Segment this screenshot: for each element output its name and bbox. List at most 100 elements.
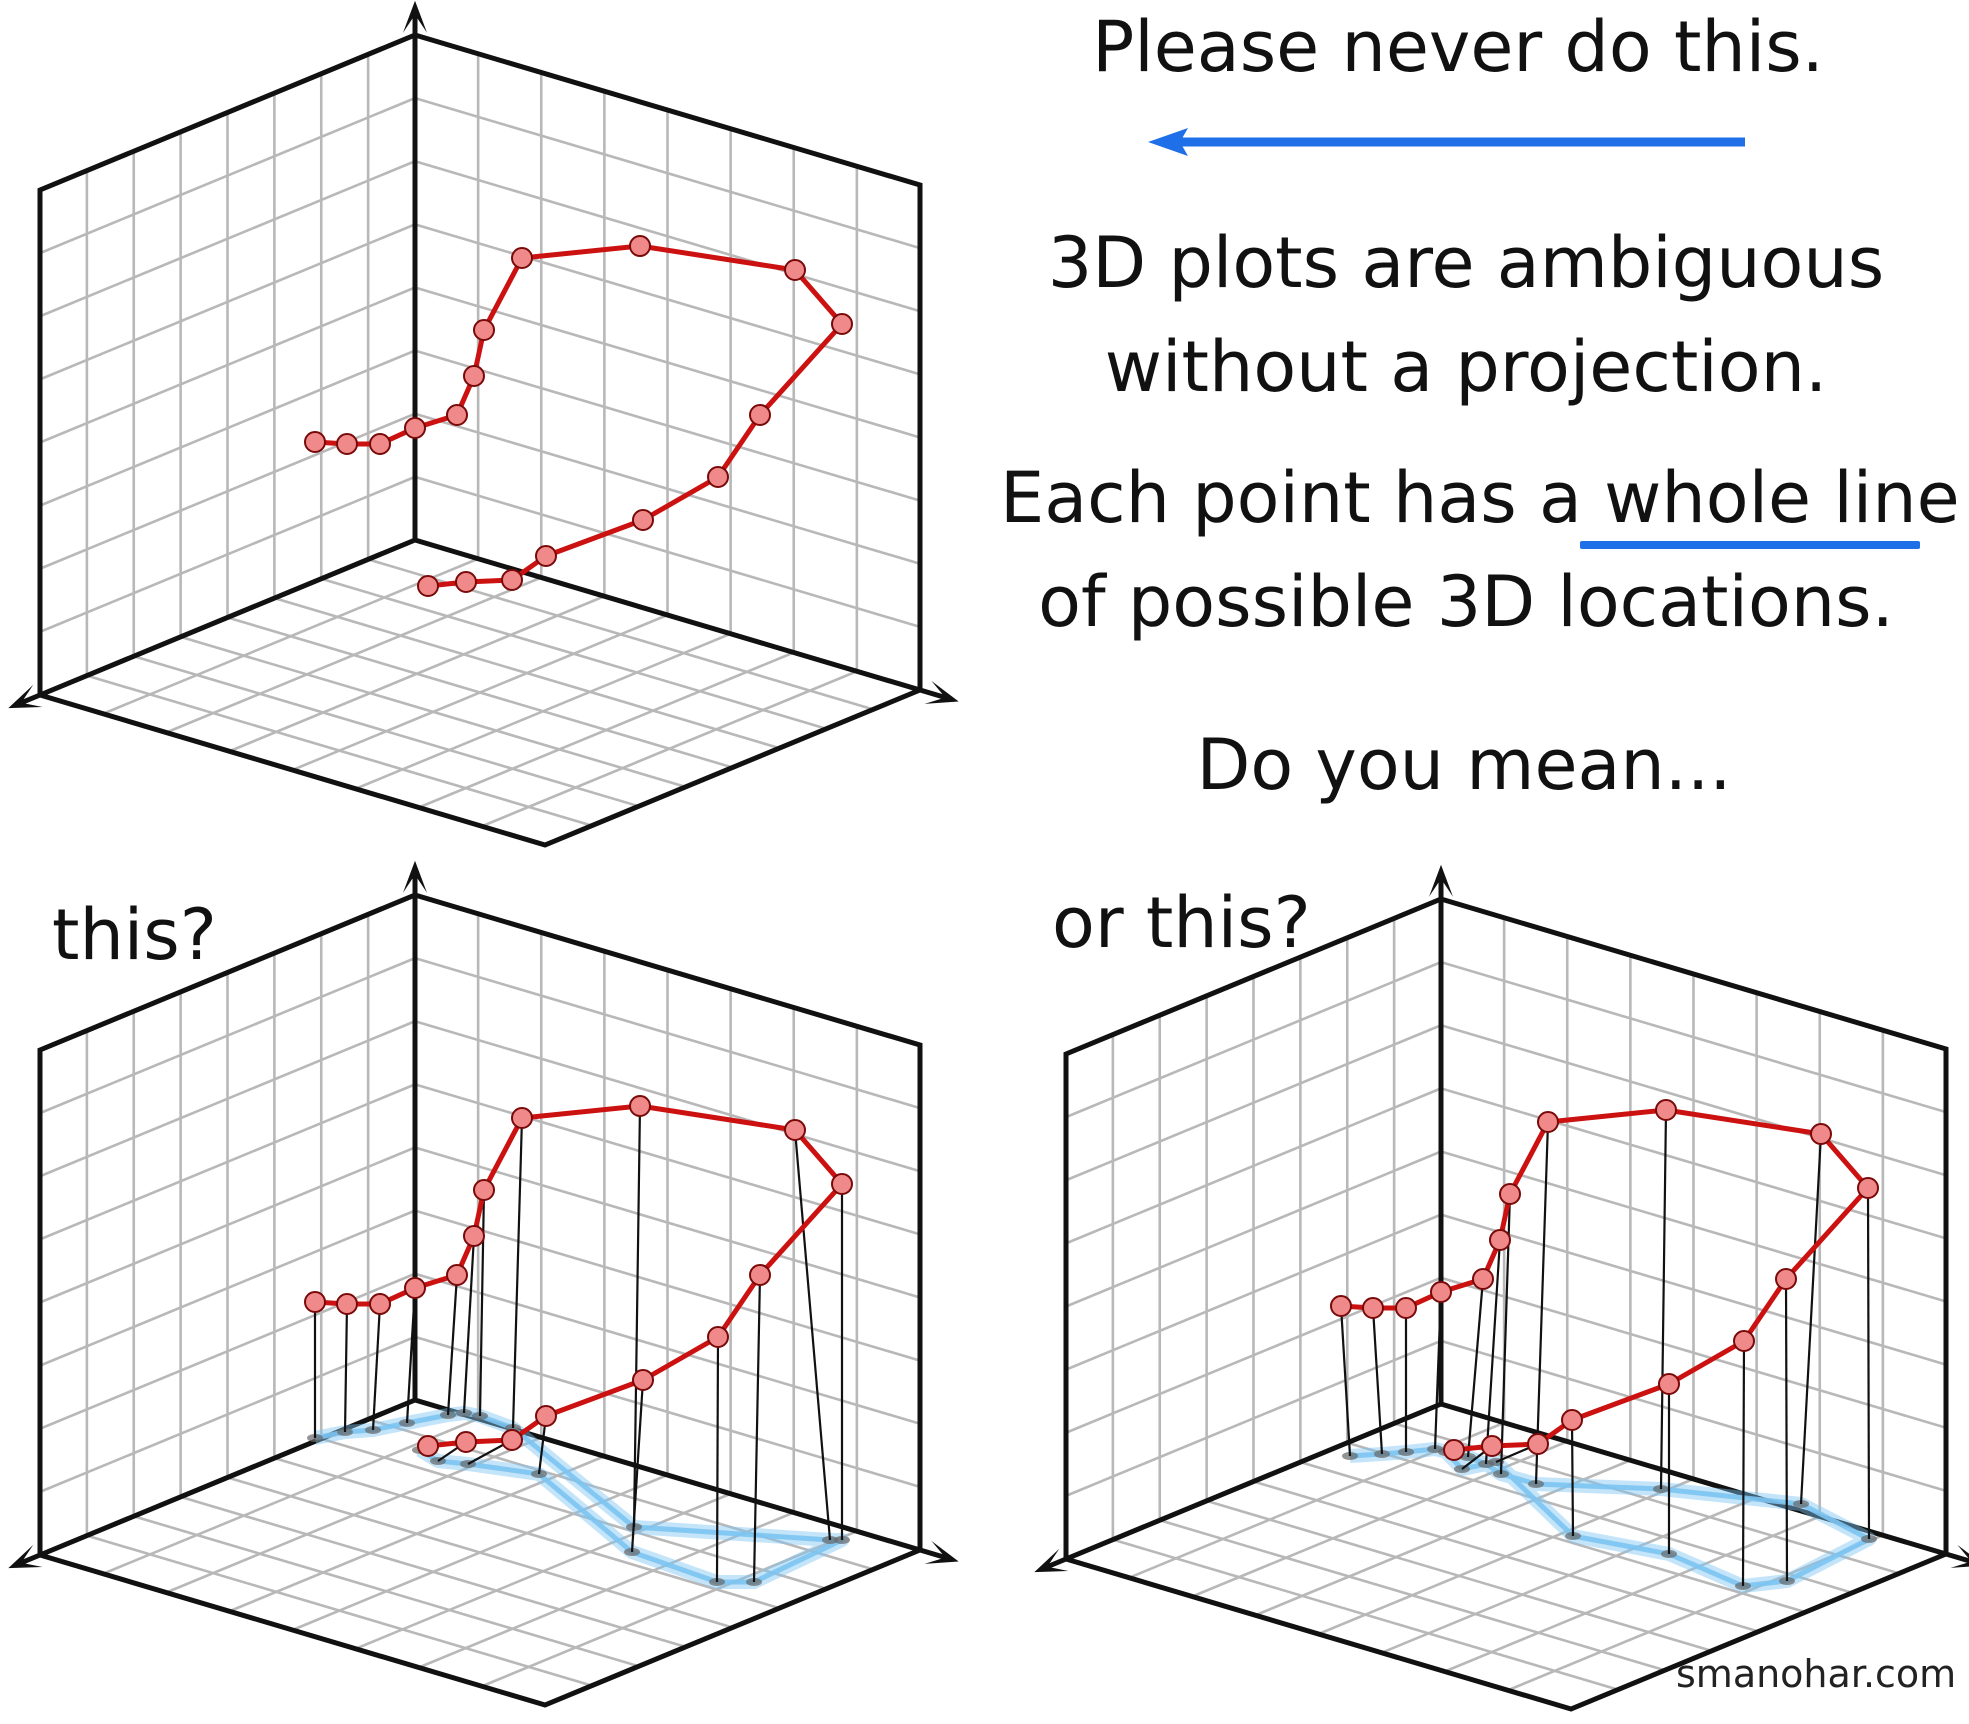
plot-projection-b-curve-point	[1330, 1295, 1352, 1317]
plot-projection-b-gridline	[1440, 1087, 1947, 1240]
plot-projection-b-dropline	[1433, 1291, 1443, 1450]
plot-projection-a-curve-point	[369, 1293, 391, 1315]
plot-ambiguous-gridline	[180, 635, 686, 789]
plot-projection-b-curve-point	[1395, 1297, 1417, 1319]
whole-line-underline	[1580, 541, 1920, 549]
plot-ambiguous-gridline	[292, 613, 668, 772]
plot-projection-b-gridline	[1444, 1515, 1821, 1673]
plot-ambiguous-curve-point	[535, 545, 557, 567]
plot-projection-b-gridline	[1440, 1150, 1947, 1303]
plot-projection-a-dropline	[793, 1129, 832, 1541]
plot-ambiguous-gridline	[86, 674, 593, 827]
ambiguity-line-4: of possible 3D locations.	[1038, 561, 1894, 643]
plot-projection-a-curve-point	[455, 1431, 477, 1453]
plot-ambiguous-curve-point	[336, 433, 358, 455]
plot-ambiguous-curve-point	[707, 466, 729, 488]
plot-projection-b-gridline	[1206, 1499, 1712, 1653]
whole-line-sentence: Each point has a whole line	[1000, 463, 1960, 533]
plot-projection-a-dropline	[511, 1117, 524, 1429]
plot-projection-b-dropline	[1466, 1278, 1485, 1458]
plot-projection-b-dropline	[1784, 1278, 1789, 1582]
plot-ambiguous-curve-point	[463, 365, 485, 387]
plot-ambiguous-curve-point	[632, 509, 654, 531]
plot-projection-a-axis-x	[20, 1397, 416, 1566]
plot-projection-a-curve-point	[404, 1277, 426, 1299]
plot-projection-a-dropline	[632, 1105, 642, 1528]
ambiguity-line-1: 3D plots are ambiguous	[1047, 222, 1885, 304]
plot-projection-a-grid	[39, 913, 921, 1688]
plot-projection-b-dropline	[1371, 1307, 1384, 1455]
plot-projection-a-curve-point	[446, 1264, 468, 1286]
plot-projection-a-gridline	[180, 1495, 686, 1649]
plot-projection-a-gridline	[414, 956, 921, 1110]
plot-ambiguous-gridline	[481, 670, 858, 828]
plot-projection-a-curve-point	[511, 1107, 533, 1129]
plot-projection-b-dropline	[1534, 1121, 1550, 1485]
plot-projection-b-curve-point	[1362, 1297, 1384, 1319]
heading: Please never do this.	[1092, 6, 1824, 88]
plot-projection-a-curve-point	[417, 1435, 439, 1457]
plot-projection-b-dropline	[1339, 1305, 1352, 1457]
plot-projection-b-dropline	[1866, 1187, 1871, 1540]
plot-projection-a-curve-point	[473, 1179, 495, 1201]
plot-ambiguous-curve-point	[369, 433, 391, 455]
plot-projection-b	[1034, 864, 1969, 1712]
plot-ambiguous-curve-point	[455, 571, 477, 593]
plot-projection-b-curve-point	[1443, 1439, 1465, 1461]
plot-projection-b-floor-edge	[1065, 1551, 1947, 1712]
plot-projection-b-curve-point	[1733, 1330, 1755, 1352]
plot-ambiguous-curve-point	[784, 259, 806, 281]
plot-projection-a-gridline	[414, 1020, 921, 1173]
plot-projection-a-gridline	[39, 1146, 416, 1304]
question: Do you mean...	[1196, 724, 1732, 806]
whole-line-prefix: Each point has a	[1000, 457, 1605, 539]
plot-projection-b-dropline	[1659, 1109, 1668, 1490]
plot-projection-b-axis-x	[1046, 1401, 1442, 1570]
plot-projection-a-gridline	[39, 956, 416, 1115]
plot-ambiguous-floor-edge	[39, 687, 921, 848]
plot-projection-a-curve-point	[831, 1173, 853, 1195]
plot-projection-b-curve-point	[1658, 1373, 1680, 1395]
plot-ambiguous-curve-point	[831, 313, 853, 335]
plot-projection-a-frame	[37, 892, 923, 1555]
plot-ambiguous-gridline	[418, 651, 795, 809]
plot-ambiguous-frame	[37, 32, 923, 695]
plot-ambiguous-curve-point	[417, 575, 439, 597]
plot-projection-a-dropline	[405, 1287, 417, 1424]
label-or-this: or this?	[1052, 882, 1311, 964]
plot-projection-b-gridline	[1507, 1534, 1884, 1692]
plot-projection-a-curve-point	[463, 1225, 485, 1247]
plot-projection-b-grid	[1065, 917, 1947, 1692]
plot-projection-b-curve-point	[1472, 1268, 1494, 1290]
arrow-left-icon	[1148, 128, 1745, 156]
plot-projection-a	[8, 860, 959, 1708]
plot-projection-b-gridline	[1440, 960, 1947, 1114]
plot-ambiguous-gridline	[39, 286, 416, 444]
plot-projection-a-gridline	[481, 1530, 858, 1688]
plot-projection-a-gridline	[133, 1515, 640, 1668]
plot-projection-b-frame	[1063, 896, 1949, 1559]
plot-projection-a-curve-point	[629, 1095, 651, 1117]
plot-projection-a-curve-point	[535, 1405, 557, 1427]
plot-projection-b-curve-point	[1857, 1177, 1879, 1199]
plot-projection-b-gridline	[1318, 1477, 1694, 1636]
plot-projection-a-gridline	[355, 1492, 732, 1650]
plot-projection-b-axis-x-arrowhead	[1034, 1548, 1069, 1573]
plot-ambiguous-curve-point	[304, 431, 326, 453]
plot-projection-a-curve-point	[501, 1429, 523, 1451]
plot-projection-a-dropline	[478, 1189, 486, 1417]
plot-projection-b-dropline	[1741, 1340, 1746, 1587]
plot-projection-a-dropline	[371, 1303, 382, 1431]
plot-projection-a-curve-point	[749, 1264, 771, 1286]
plot-projection-a-gridline	[414, 1146, 921, 1299]
plot-projection-b-gridline	[1159, 1519, 1666, 1672]
plot-ambiguous-curve-point	[511, 247, 533, 269]
plot-projection-b-axis-y-arrowhead	[1950, 1544, 1969, 1568]
plot-ambiguous-gridline	[133, 655, 640, 808]
plot-ambiguous-gridline	[414, 96, 921, 250]
plot-projection-b-gridline	[1065, 1150, 1442, 1308]
whole-line-emphasis: whole line	[1604, 457, 1960, 539]
plot-ambiguous-gridline	[39, 223, 416, 381]
plot-projection-a-gridline	[414, 1083, 921, 1236]
plot-ambiguous-gridline	[414, 223, 921, 376]
